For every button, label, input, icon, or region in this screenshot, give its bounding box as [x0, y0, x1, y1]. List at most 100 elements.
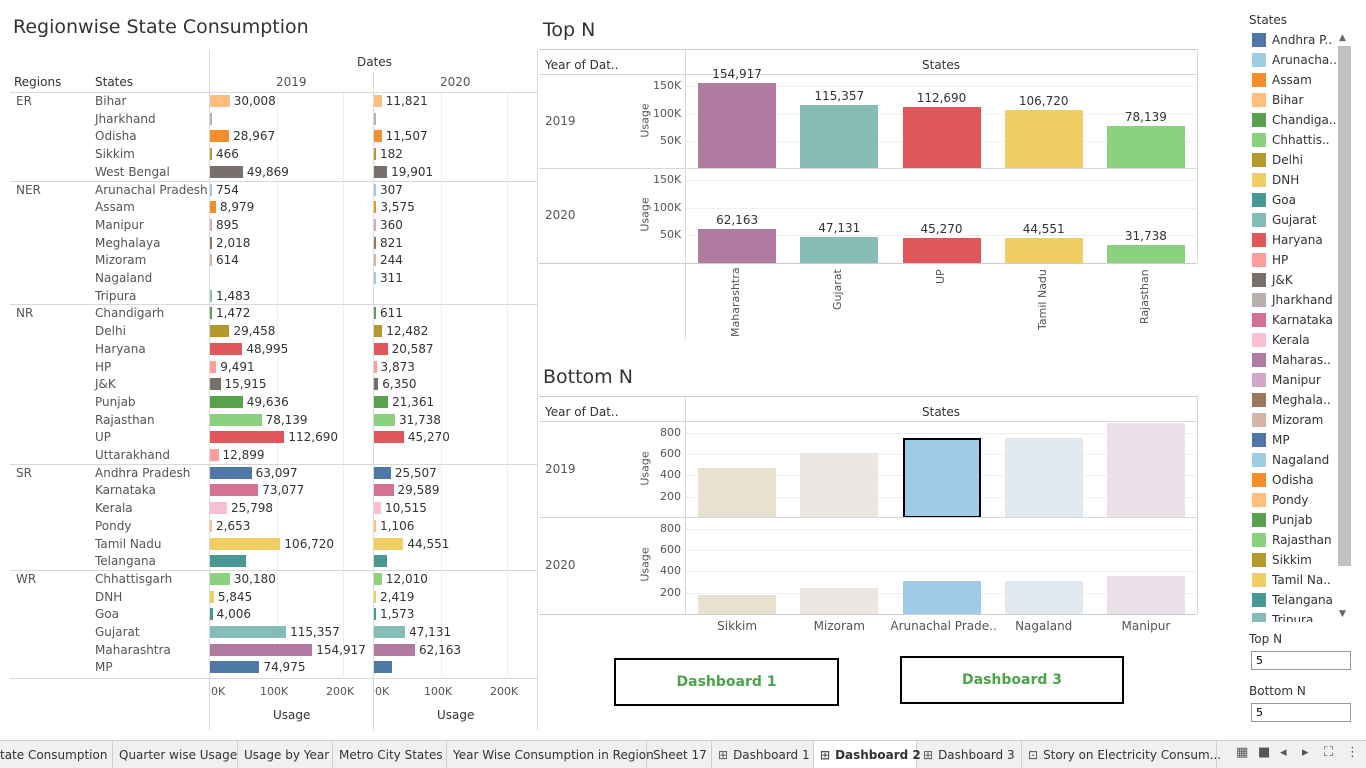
- bar-2019[interactable]: [210, 342, 243, 355]
- sheet-tab-dashboard-1[interactable]: ⊞ Dashboard 1: [712, 741, 814, 768]
- legend-item[interactable]: Chandiga..: [1252, 110, 1337, 130]
- bar-2020[interactable]: [374, 165, 388, 178]
- sheet-tab-metro-city-states[interactable]: Metro City States: [333, 741, 447, 768]
- column-bar-tamil-nadu[interactable]: [1004, 109, 1083, 169]
- sheet-tab-usage-by-year[interactable]: Usage by Year: [238, 741, 333, 768]
- legend-item[interactable]: Jharkhand: [1252, 290, 1333, 310]
- legend-list[interactable]: Andhra P.. Arunacha.. Assam Bihar Chandiga..…: [1246, 30, 1352, 622]
- legend-item[interactable]: Gujarat: [1252, 210, 1317, 230]
- bar-2019[interactable]: [210, 130, 230, 143]
- column-bar-arunachal-prade-[interactable]: [902, 581, 981, 614]
- bar-2019[interactable]: [210, 466, 252, 479]
- column-bar-maharashtra[interactable]: [698, 83, 777, 169]
- sheet-tab-year-wise-consumption-in-region[interactable]: Year Wise Consumption in Region: [447, 741, 654, 768]
- column-bar-manipur[interactable]: [1106, 575, 1185, 614]
- bar-2020[interactable]: [374, 360, 377, 373]
- bar-2020[interactable]: [374, 148, 376, 161]
- prev-icon[interactable]: ◂: [1280, 745, 1287, 760]
- bar-2020[interactable]: [374, 307, 376, 320]
- legend-item[interactable]: Sikkim: [1252, 550, 1312, 570]
- bar-2019[interactable]: [210, 572, 230, 585]
- column-bar-rajasthan[interactable]: [1106, 125, 1185, 169]
- legend-item[interactable]: Mizoram: [1252, 410, 1323, 430]
- bar-2020[interactable]: [374, 395, 389, 408]
- column-bar-tamil-nadu[interactable]: [1004, 238, 1083, 263]
- bar-2019[interactable]: [210, 112, 212, 125]
- bar-2020[interactable]: [374, 236, 376, 249]
- bar-2020[interactable]: [374, 342, 388, 355]
- scrollbar-thumb[interactable]: [1338, 46, 1351, 566]
- legend-item[interactable]: Punjab: [1252, 510, 1313, 530]
- bar-2019[interactable]: [210, 661, 260, 674]
- bar-2020[interactable]: [374, 272, 376, 284]
- bar-2020[interactable]: [374, 502, 381, 515]
- bar-2020[interactable]: [374, 112, 376, 125]
- legend-item[interactable]: Bihar: [1252, 90, 1303, 110]
- legend-item[interactable]: Pondy: [1252, 490, 1308, 510]
- legend-item[interactable]: Tripura: [1252, 610, 1313, 622]
- column-bar-sikkim[interactable]: [698, 594, 777, 614]
- legend-item[interactable]: Manipur: [1252, 370, 1321, 390]
- bar-2020[interactable]: [374, 254, 376, 267]
- bar-2019[interactable]: [210, 590, 214, 603]
- column-bar-gujarat[interactable]: [800, 105, 879, 169]
- legend-item[interactable]: Haryana: [1252, 230, 1323, 250]
- legend-item[interactable]: Nagaland: [1252, 450, 1329, 470]
- bar-2020[interactable]: [374, 95, 382, 107]
- bar-2019[interactable]: [210, 502, 228, 515]
- bottomn-param-input[interactable]: [1251, 703, 1351, 722]
- bar-2020[interactable]: [374, 555, 388, 568]
- bar-2019[interactable]: [210, 413, 262, 426]
- bar-2019[interactable]: [210, 378, 221, 391]
- bar-2020[interactable]: [374, 431, 404, 444]
- bar-2019[interactable]: [210, 165, 243, 178]
- bar-2020[interactable]: [374, 183, 376, 196]
- column-bar-nagaland[interactable]: [1004, 438, 1083, 518]
- column-bar-arunachal-prade-[interactable]: [902, 437, 981, 518]
- bar-2019[interactable]: [210, 519, 212, 532]
- column-bar-mizoram[interactable]: [800, 452, 879, 518]
- sheet-tab-dashboard-2[interactable]: ⊞ Dashboard 2: [814, 741, 921, 768]
- legend-item[interactable]: Tamil Na..: [1252, 570, 1331, 590]
- legend-item[interactable]: Andhra P..: [1252, 30, 1332, 50]
- legend-item[interactable]: HP: [1252, 250, 1288, 270]
- bar-2020[interactable]: [374, 201, 377, 214]
- dashboard-3-button[interactable]: Dashboard 3: [900, 656, 1124, 704]
- bar-2020[interactable]: [374, 572, 382, 585]
- legend-item[interactable]: J&K: [1252, 270, 1293, 290]
- bar-2020[interactable]: [374, 590, 376, 603]
- legend-item[interactable]: Kerala: [1252, 330, 1310, 350]
- bar-2019[interactable]: [210, 360, 217, 373]
- bar-2020[interactable]: [374, 130, 382, 143]
- bar-2019[interactable]: [210, 643, 313, 656]
- bar-2020[interactable]: [374, 661, 393, 674]
- bar-2020[interactable]: [374, 325, 383, 338]
- bar-2019[interactable]: [210, 95, 230, 107]
- bar-2019[interactable]: [210, 449, 219, 461]
- sheet-tab-quarter-wise-usage[interactable]: Quarter wise Usage: [113, 741, 238, 768]
- bar-2019[interactable]: [210, 218, 212, 231]
- column-bar-up[interactable]: [902, 237, 981, 263]
- topn-param-input[interactable]: [1251, 651, 1351, 670]
- bar-2020[interactable]: [374, 484, 394, 497]
- legend-item[interactable]: MP: [1252, 430, 1290, 450]
- bar-2019[interactable]: [210, 537, 281, 550]
- bar-2019[interactable]: [210, 608, 213, 621]
- bar-2020[interactable]: [374, 466, 391, 479]
- bar-2020[interactable]: [374, 218, 376, 231]
- bar-2019[interactable]: [210, 431, 285, 444]
- bar-2019[interactable]: [210, 289, 212, 302]
- fullscreen-icon[interactable]: ⛶: [1324, 745, 1334, 760]
- column-bar-nagaland[interactable]: [1004, 580, 1083, 614]
- legend-item[interactable]: DNH: [1252, 170, 1299, 190]
- legend-item[interactable]: Karnataka: [1252, 310, 1333, 330]
- bar-2020[interactable]: [374, 643, 416, 656]
- more-icon[interactable]: ⋮: [1346, 745, 1359, 760]
- sheet-tab-story-on-electricity-consum-[interactable]: ⊡ Story on Electricity Consum...: [1022, 741, 1221, 768]
- next-icon[interactable]: ▸: [1302, 745, 1309, 760]
- bar-2020[interactable]: [374, 519, 376, 532]
- column-bar-up[interactable]: [902, 106, 981, 169]
- column-bar-rajasthan[interactable]: [1106, 245, 1185, 263]
- dashboard-1-button[interactable]: Dashboard 1: [614, 658, 839, 706]
- bar-2019[interactable]: [210, 183, 212, 196]
